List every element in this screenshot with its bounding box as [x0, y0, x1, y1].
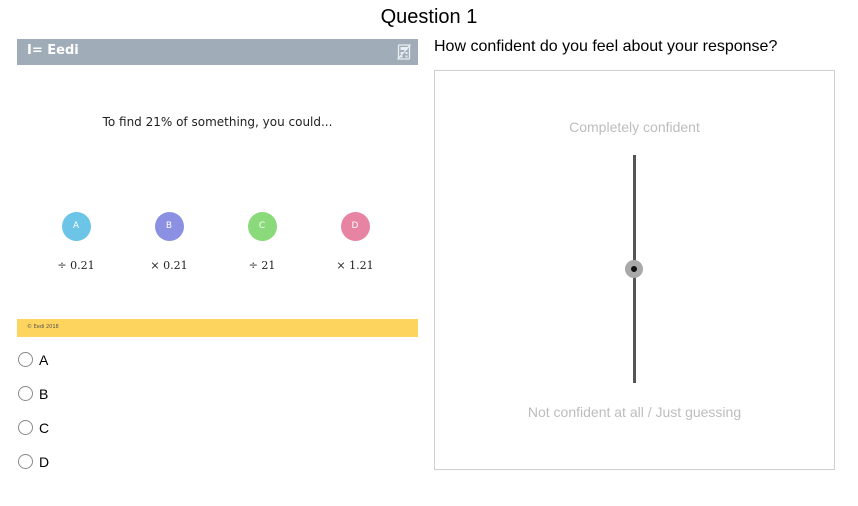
answer-label-b: B [39, 386, 49, 402]
option-d-expression: × 1.21 [336, 259, 374, 272]
calculator-crossed-icon [397, 44, 411, 60]
page-title: Question 1 [380, 6, 478, 28]
radio-d[interactable] [18, 454, 33, 469]
answer-option-a[interactable]: A [18, 352, 138, 368]
answer-label-a: A [39, 352, 49, 368]
slider-thumb-dot [631, 266, 637, 272]
option-c-bubble: C [247, 212, 277, 241]
option-d-bubble: D [340, 212, 370, 241]
card-header: I= Eedi [17, 39, 418, 65]
option-c: C ÷ 21 [232, 212, 292, 272]
option-b-expression: × 0.21 [150, 259, 188, 272]
confidence-slider-thumb[interactable] [625, 260, 643, 278]
answer-option-c[interactable]: C [18, 420, 138, 436]
card-footer: © Eedi 2018 [17, 319, 418, 337]
radio-c[interactable] [18, 420, 33, 435]
option-a: A ÷ 0.21 [46, 212, 106, 272]
confidence-top-label: Completely confident [569, 119, 700, 135]
option-b-bubble: B [154, 212, 184, 241]
answer-label-c: C [39, 420, 50, 436]
option-a-bubble: A [61, 212, 91, 241]
answer-label-d: D [39, 454, 50, 470]
radio-a[interactable] [18, 352, 33, 367]
brand-logo: I= Eedi [27, 43, 79, 58]
option-c-expression: ÷ 21 [248, 259, 276, 272]
confidence-panel: Completely confident Not confident at al… [434, 70, 835, 470]
answer-option-d[interactable]: D [18, 454, 138, 470]
confidence-bottom-label: Not confident at all / Just guessing [527, 404, 742, 420]
question-prompt: To find 21% of something, you could... [102, 115, 333, 129]
option-b: B × 0.21 [139, 212, 199, 272]
option-d: D × 1.21 [325, 212, 385, 272]
question-card: I= Eedi To find 21% of something, you co… [17, 39, 418, 337]
option-a-expression: ÷ 0.21 [57, 259, 95, 272]
copyright-text: © Eedi 2018 [27, 324, 59, 330]
confidence-question: How confident do you feel about your res… [434, 38, 778, 55]
answer-option-b[interactable]: B [18, 386, 138, 402]
radio-b[interactable] [18, 386, 33, 401]
